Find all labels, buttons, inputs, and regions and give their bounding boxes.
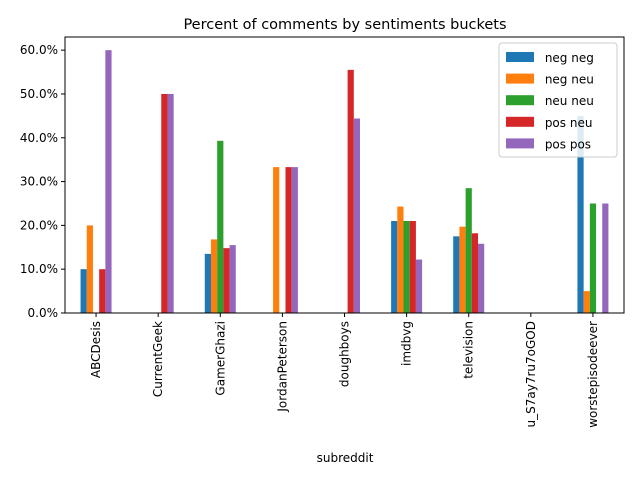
bar-television-neg-neg bbox=[453, 236, 460, 313]
bar-GamerGhazi-neg-neu bbox=[210, 239, 218, 313]
bars-layer bbox=[80, 50, 609, 314]
bar-television-pos-pos bbox=[478, 243, 485, 313]
y-tick-label: 0.0% bbox=[28, 306, 59, 320]
bar-CurrentGeek-pos-pos bbox=[167, 93, 174, 313]
bar-GamerGhazi-neg-neg bbox=[204, 253, 211, 313]
x-tick-label: CurrentGeek bbox=[151, 321, 165, 397]
bar-imdbvg-pos-pos bbox=[415, 259, 423, 313]
legend-swatch bbox=[506, 138, 534, 149]
bar-television-neu-neu bbox=[465, 188, 472, 313]
bar-CurrentGeek-pos-neu bbox=[161, 93, 168, 313]
bar-ABCDesis-neg-neg bbox=[80, 269, 87, 313]
bar-imdbvg-neg-neg bbox=[391, 221, 398, 313]
bar-JordanPeterson-pos-pos bbox=[291, 167, 298, 313]
bar-worstepisodeever-neg-neg bbox=[577, 115, 584, 313]
bar-JordanPeterson-pos-neu bbox=[285, 167, 292, 313]
x-tick-label: imdbvg bbox=[400, 321, 414, 366]
bar-GamerGhazi-neu-neu bbox=[217, 140, 224, 313]
bar-GamerGhazi-pos-pos bbox=[229, 245, 236, 313]
bar-imdbvg-neg-neu bbox=[397, 206, 404, 313]
legend-label: neu neu bbox=[541, 94, 594, 108]
x-tick-label: GamerGhazi bbox=[213, 321, 227, 396]
legend-label: pos neu bbox=[541, 116, 592, 130]
x-tick-label: JordanPeterson bbox=[275, 321, 289, 413]
bar-worstepisodeever-neg-neu bbox=[583, 291, 590, 313]
y-tick-label: 10.0% bbox=[20, 262, 58, 276]
legend-swatch bbox=[506, 52, 534, 62]
legend-swatch bbox=[506, 73, 534, 84]
bar-doughboys-pos-neu bbox=[347, 69, 354, 313]
legend-box bbox=[498, 42, 618, 158]
legend-label: pos pos bbox=[541, 137, 591, 151]
chart-title: Percent of comments by sentiments bucket… bbox=[183, 17, 506, 33]
y-tick-label: 40.0% bbox=[20, 131, 58, 145]
y-tick-label: 20.0% bbox=[20, 218, 58, 232]
bar-imdbvg-pos-neu bbox=[409, 221, 416, 313]
axes-layer: 0.0% 10.0% 20.0% 30.0% 40.0% 50.0% 60.0% ABCDes… bbox=[20, 36, 625, 428]
bar-doughboys-pos-pos bbox=[353, 118, 360, 314]
x-tick-label: worstepisodeever bbox=[586, 321, 600, 428]
y-tick-label: 60.0% bbox=[20, 43, 58, 57]
legend-swatch bbox=[506, 95, 534, 106]
x-tick-label: ABCDesis bbox=[89, 321, 103, 378]
y-tick-label: 30.0% bbox=[20, 175, 58, 189]
y-tick-label: 50.0% bbox=[20, 87, 58, 101]
legend-swatch bbox=[506, 116, 534, 127]
bar-JordanPeterson-neg-neu bbox=[273, 167, 280, 313]
bar-ABCDesis-pos-neu bbox=[99, 269, 106, 313]
bar-worstepisodeever-pos-pos bbox=[602, 203, 609, 313]
x-tick-label: doughboys bbox=[338, 321, 352, 387]
x-tick-label: television bbox=[462, 321, 476, 379]
x-tick-label: u_S7ay7ru7oGOD bbox=[524, 321, 538, 427]
bar-GamerGhazi-pos-neu bbox=[223, 248, 230, 313]
legend: neg neg neg neu neu neu pos neu pos pos bbox=[498, 42, 618, 158]
bar-television-neg-neu bbox=[459, 226, 466, 313]
legend-label: neg neg bbox=[541, 51, 594, 65]
bar-ABCDesis-neg-neu bbox=[86, 225, 93, 313]
bar-television-pos-neu bbox=[471, 233, 479, 313]
legend-label: neg neu bbox=[541, 73, 594, 87]
bar-ABCDesis-pos-pos bbox=[105, 50, 112, 313]
bar-imdbvg-neu-neu bbox=[403, 221, 410, 313]
bar-worstepisodeever-neu-neu bbox=[589, 203, 597, 313]
x-axis-label: subreddit bbox=[317, 451, 374, 465]
